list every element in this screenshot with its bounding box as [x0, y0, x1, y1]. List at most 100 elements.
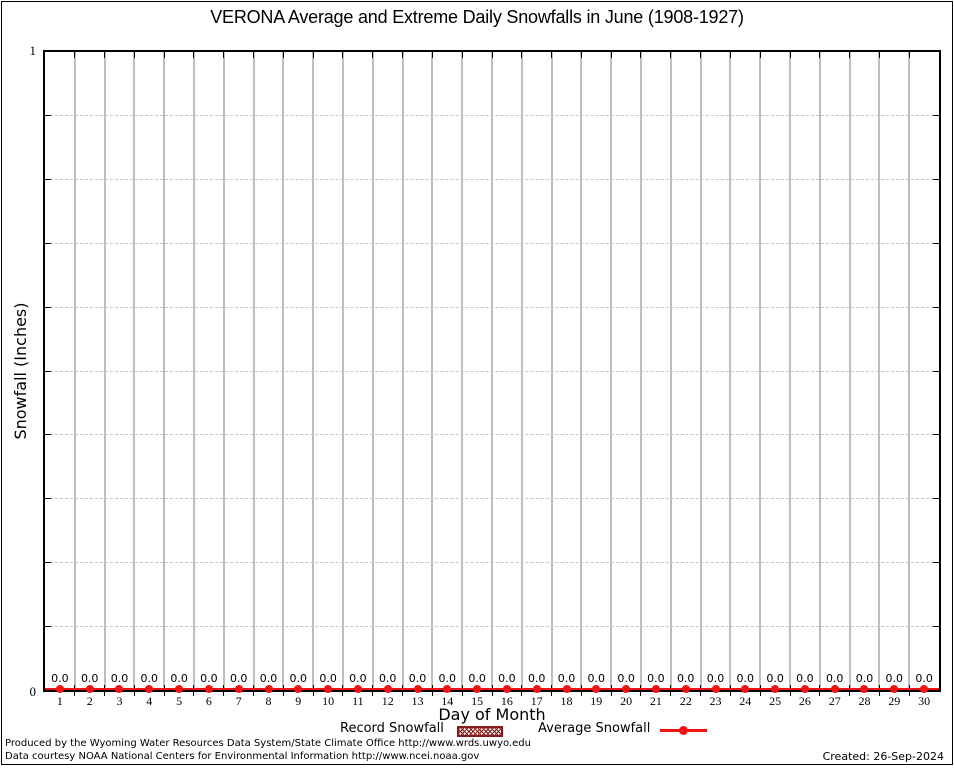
- x-axis-tick-bottom: [461, 685, 463, 696]
- footer-producer-credit: Produced by the Wyoming Water Resources …: [5, 738, 531, 749]
- x-axis-tick-top: [789, 52, 791, 58]
- average-snowfall-marker: [175, 685, 184, 693]
- x-axis-tick-bottom: [491, 685, 493, 696]
- value-label: 0.0: [676, 672, 695, 685]
- plot-area: 0.0 0.0 0.0 0.0 0.0 0.0 0.0 0.0 0.0 0.0 0.0 0.0 0.0 0…: [43, 50, 941, 696]
- x-axis-tick-top: [670, 52, 672, 58]
- x-axis-tick-label: 13: [411, 694, 424, 708]
- x-axis-tick-top: [640, 52, 642, 58]
- x-axis-tick-top: [580, 52, 582, 58]
- x-axis-tick-label: 27: [828, 694, 841, 708]
- x-axis-tick-label: 30: [918, 694, 931, 708]
- x-axis-tick-bottom: [849, 685, 851, 696]
- y-axis-tick-left: [45, 370, 51, 372]
- y-axis-tick-right: [933, 370, 939, 372]
- x-axis-tick-label: 6: [205, 694, 212, 708]
- x-axis-tick-bottom: [878, 685, 880, 696]
- x-axis-tick-top: [461, 52, 463, 58]
- x-axis-tick-labels: 1 2 3 4 5 6 7 8 9 10 11 12 13 14 15 16 17 18 19 20 21 22 23 24 2…: [45, 694, 939, 708]
- y-axis-tick-right: [933, 179, 939, 181]
- x-axis-tick-top: [849, 52, 851, 58]
- x-axis-tick-bottom: [104, 685, 106, 696]
- average-snowfall-marker: [85, 685, 94, 693]
- x-axis-tick-bottom: [342, 685, 344, 696]
- x-axis-tick-label: 26: [798, 694, 811, 708]
- x-axis-tick-top: [372, 52, 374, 58]
- value-label: 0.0: [378, 672, 397, 685]
- legend-average-label: Average Snowfall: [538, 721, 651, 736]
- value-label: 0.0: [766, 672, 784, 685]
- x-axis-tick-bottom: [908, 685, 910, 696]
- value-label: 0.0: [349, 672, 367, 685]
- value-label: 0.0: [289, 672, 308, 685]
- x-axis-tick-bottom: [819, 685, 821, 696]
- x-axis-tick-label: 9: [295, 694, 302, 708]
- x-axis-tick-label: 19: [590, 694, 603, 708]
- x-axis-tick-bottom: [431, 685, 433, 696]
- value-label: 0.0: [527, 672, 546, 685]
- value-label: 0.0: [319, 672, 337, 685]
- x-axis-tick-top: [878, 52, 880, 58]
- y-axis-tick-right: [933, 625, 939, 627]
- x-axis-tick-label: 18: [560, 694, 573, 708]
- value-label: 0.0: [498, 672, 516, 685]
- x-axis-tick-bottom: [700, 685, 702, 696]
- average-snowfall-marker: [920, 685, 929, 693]
- x-axis-tick-bottom: [521, 685, 523, 696]
- average-snowfall-marker: [622, 685, 631, 693]
- x-axis-tick-bottom: [282, 685, 284, 696]
- x-axis-tick-bottom: [193, 685, 195, 696]
- y-gridline-dashed: [45, 179, 939, 181]
- x-axis-tick-bottom: [223, 685, 225, 696]
- x-axis-tick-label: 14: [441, 694, 454, 708]
- x-axis-tick-top: [223, 52, 225, 58]
- average-snowfall-marker: [711, 685, 720, 693]
- average-snowfall-marker: [413, 685, 422, 693]
- value-label: 0.0: [855, 672, 874, 685]
- x-axis-tick-label: 29: [888, 694, 901, 708]
- x-axis-tick-label: 28: [858, 694, 871, 708]
- value-label: 0.0: [825, 672, 844, 685]
- value-label: 0.0: [170, 672, 188, 685]
- y-axis-tick-left: [45, 306, 51, 308]
- average-snowfall-marker: [502, 685, 511, 693]
- average-snowfall-marker: [473, 685, 482, 693]
- y-axis-tick-right: [933, 561, 939, 563]
- x-axis-tick-bottom: [789, 685, 791, 696]
- y-axis-tick-left: [45, 561, 51, 563]
- x-axis-tick-label: 10: [322, 694, 335, 708]
- x-axis-tick-label: 16: [500, 694, 513, 708]
- x-axis-tick-label: 7: [235, 694, 242, 708]
- y-axis-tick-left: [45, 242, 51, 244]
- value-label: 0.0: [557, 672, 576, 685]
- y-axis-tick-left: [45, 625, 51, 627]
- x-axis-tick-bottom: [640, 685, 642, 696]
- x-axis-tick-bottom: [163, 685, 165, 696]
- x-axis-tick-top: [908, 52, 910, 58]
- y-axis-tick-left: [45, 115, 51, 117]
- chart-title: VERONA Average and Extreme Daily Snowfal…: [210, 7, 744, 27]
- legend-average-marker-icon: [679, 726, 688, 735]
- x-axis-tick-top: [610, 52, 612, 58]
- y-axis-tick-max: 1: [29, 43, 37, 58]
- average-snowfall-marker: [800, 685, 809, 693]
- x-axis-tick-bottom: [551, 685, 553, 696]
- y-axis-title: Snowfall (Inches): [11, 302, 30, 440]
- average-snowfall-line: [45, 688, 939, 690]
- average-snowfall-marker: [145, 685, 154, 693]
- value-label: 0.0: [915, 672, 933, 685]
- value-label: 0.0: [80, 672, 99, 685]
- y-axis-tick-min: 0: [29, 684, 37, 699]
- x-axis-tick-top: [759, 52, 761, 58]
- value-label: 0.0: [796, 672, 814, 685]
- y-gridline-dashed: [45, 625, 939, 627]
- x-axis-tick-bottom: [610, 685, 612, 696]
- average-snowfall-marker: [204, 685, 213, 693]
- value-label: 0.0: [408, 672, 427, 685]
- legend-record-label: Record Snowfall: [340, 721, 444, 736]
- x-axis-tick-bottom: [580, 685, 582, 696]
- average-snowfall-marker: [741, 685, 750, 693]
- average-snowfall-marker: [115, 685, 124, 693]
- x-axis-tick-label: 2: [86, 694, 93, 708]
- x-axis-tick-top: [133, 52, 135, 58]
